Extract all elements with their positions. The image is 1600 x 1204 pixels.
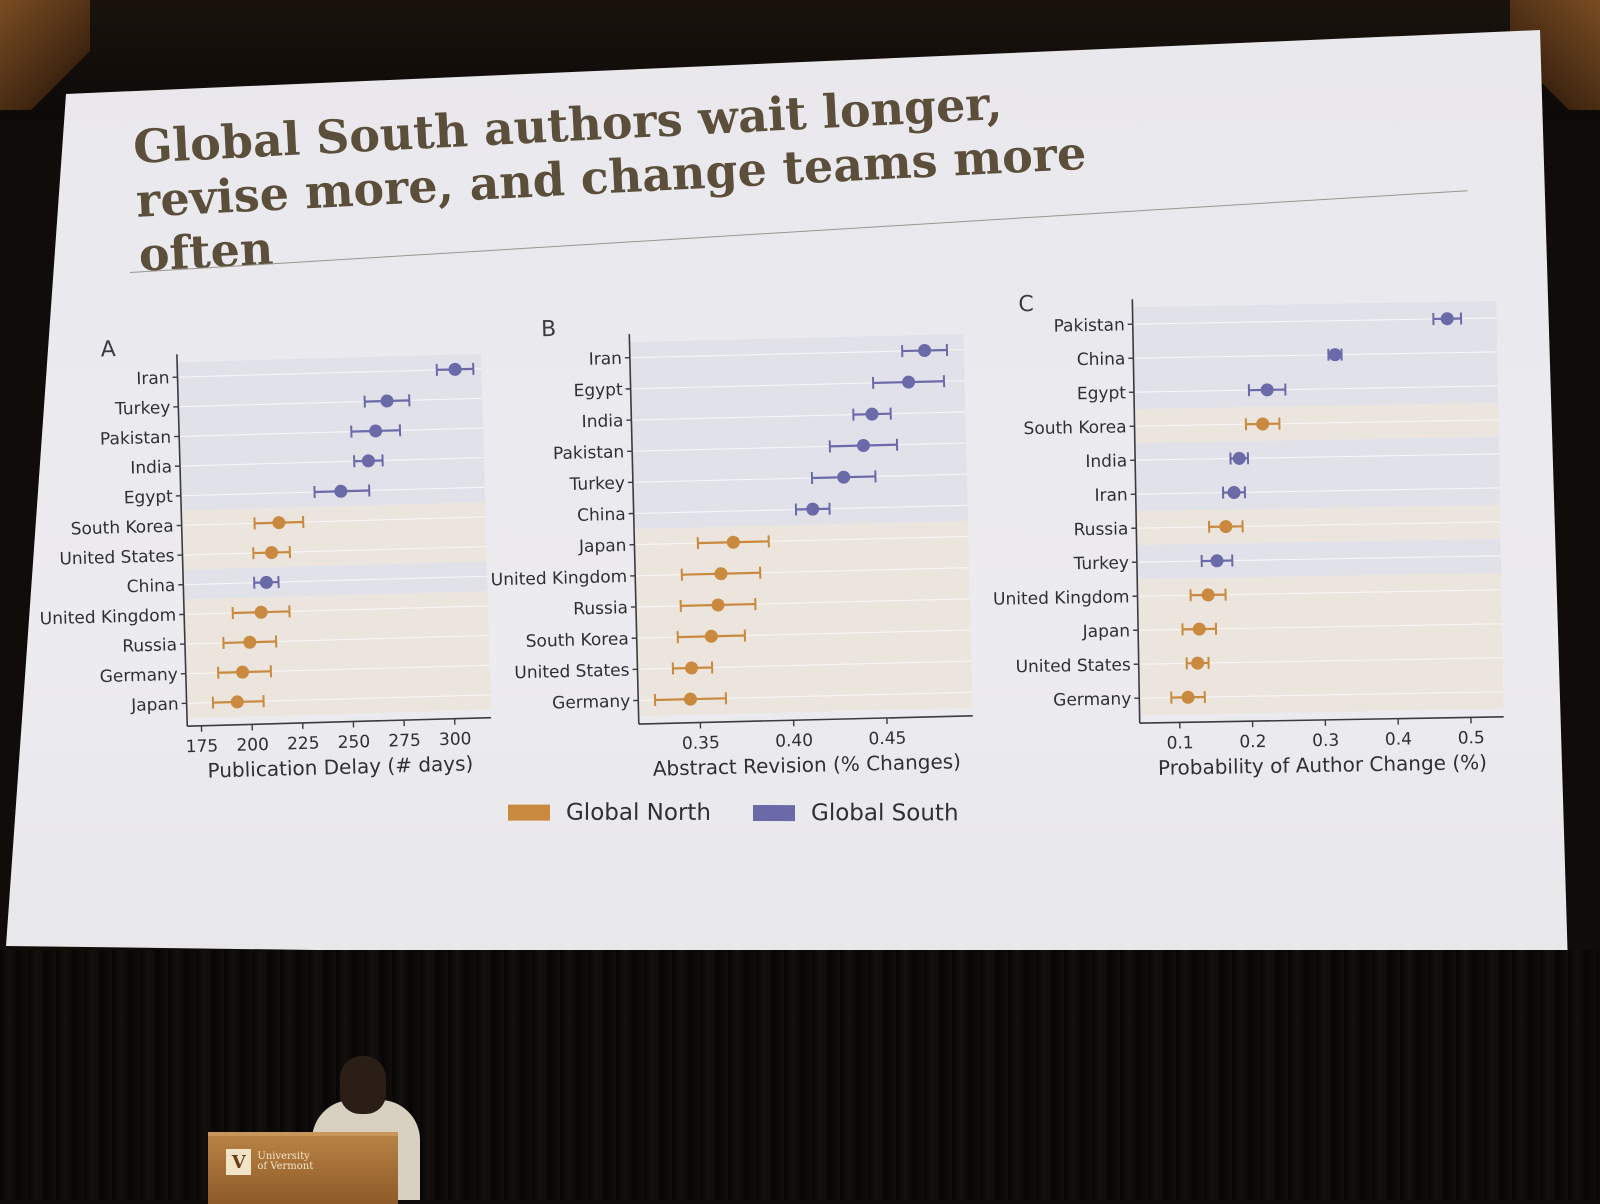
y-tick-label: China bbox=[577, 505, 626, 526]
x-tick-label: 275 bbox=[388, 731, 421, 752]
y-tick-label: Germany bbox=[552, 692, 631, 714]
y-tick-label: Japan bbox=[130, 695, 179, 716]
y-tick-label: China bbox=[1077, 349, 1126, 370]
y-tick-label: Russia bbox=[1073, 519, 1128, 540]
y-tick-label: Japan bbox=[1082, 621, 1131, 642]
y-tick-label: Turkey bbox=[568, 474, 625, 495]
x-tick-label: 0.3 bbox=[1312, 731, 1339, 751]
university-logo-mark: V bbox=[226, 1149, 251, 1175]
x-tick-label: 0.1 bbox=[1166, 733, 1193, 753]
panel-label: B bbox=[541, 317, 557, 342]
y-tick-label: Turkey bbox=[114, 398, 171, 420]
x-axis-label: Probability of Author Change (%) bbox=[1158, 750, 1487, 780]
y-tick-label: Egypt bbox=[573, 380, 623, 401]
y-tick-label: United Kingdom bbox=[993, 587, 1130, 609]
podium-logo: V University of Vermont bbox=[226, 1146, 316, 1178]
y-tick-label: India bbox=[130, 457, 172, 478]
x-axis-line bbox=[639, 716, 973, 724]
university-logo-text: University of Vermont bbox=[257, 1152, 316, 1172]
y-tick-label: Pakistan bbox=[100, 428, 172, 450]
y-tick-label: Russia bbox=[573, 598, 628, 619]
legend-label-global-south: Global South bbox=[811, 800, 959, 826]
y-tick-label: Germany bbox=[1053, 689, 1131, 710]
y-tick-label: United States bbox=[1015, 655, 1131, 677]
x-tick-label: 200 bbox=[236, 735, 269, 756]
chart-panel-a: Iran Turkey Pakistan India Egypt South Korea U… bbox=[32, 327, 493, 787]
legend: Global North Global South bbox=[508, 796, 1001, 831]
y-tick-label: Pakistan bbox=[553, 442, 625, 464]
x-tick-label: 0.35 bbox=[682, 733, 720, 754]
y-tick-label: South Korea bbox=[1023, 417, 1126, 439]
y-tick-label: Egypt bbox=[124, 487, 174, 508]
y-tick-label: United States bbox=[514, 660, 630, 683]
ceiling-wood-beam-left bbox=[0, 0, 90, 110]
legend-item-global-south: Global South bbox=[753, 800, 959, 826]
x-tick-label: 0.4 bbox=[1385, 729, 1412, 749]
y-tick-label: India bbox=[1085, 451, 1127, 472]
y-tick-label: Iran bbox=[1094, 485, 1128, 506]
y-tick-label: Pakistan bbox=[1053, 315, 1125, 336]
y-tick-label: Japan bbox=[578, 536, 627, 557]
y-tick-label: India bbox=[581, 411, 623, 432]
y-tick-label: United Kingdom bbox=[491, 567, 628, 590]
y-tick-label: China bbox=[127, 576, 176, 597]
y-tick-label: Turkey bbox=[1072, 553, 1129, 574]
y-tick-label: Germany bbox=[99, 665, 178, 687]
y-tick-label: South Korea bbox=[70, 517, 174, 540]
x-axis-line bbox=[187, 718, 491, 726]
chart-panel-b: Iran Egypt India Pakistan Turkey China Japan Un… bbox=[484, 307, 974, 785]
x-tick-label: 0.45 bbox=[868, 728, 906, 749]
y-tick-label: South Korea bbox=[526, 629, 629, 652]
legend-item-global-north: Global North bbox=[508, 800, 711, 826]
podium: V University of Vermont bbox=[208, 1132, 398, 1204]
y-tick-label: United States bbox=[59, 546, 175, 569]
chart-panel-c: Pakistan China Egypt South Korea India Iran Ru… bbox=[988, 284, 1505, 783]
x-tick-label: 0.40 bbox=[775, 731, 813, 752]
x-tick-label: 225 bbox=[287, 733, 320, 754]
x-axis-label: Publication Delay (# days) bbox=[207, 751, 473, 782]
legend-label-global-north: Global North bbox=[566, 800, 711, 826]
legend-swatch-global-south bbox=[753, 805, 795, 821]
presenter-head bbox=[340, 1056, 386, 1114]
y-tick-label: Egypt bbox=[1077, 383, 1127, 404]
x-tick-label: 250 bbox=[337, 732, 370, 753]
panel-label: A bbox=[100, 337, 116, 362]
x-tick-label: 0.2 bbox=[1239, 732, 1266, 752]
y-tick-label: Iran bbox=[136, 368, 170, 389]
panel-label: C bbox=[1018, 292, 1034, 317]
y-tick-label: United Kingdom bbox=[39, 606, 176, 630]
x-tick-label: 0.5 bbox=[1458, 728, 1485, 748]
x-tick-label: 300 bbox=[439, 729, 472, 750]
legend-swatch-global-north bbox=[508, 805, 550, 821]
x-tick-label: 175 bbox=[186, 736, 219, 757]
x-axis-label: Abstract Revision (% Changes) bbox=[653, 749, 962, 781]
x-axis-line bbox=[1140, 717, 1504, 723]
y-tick-label: Iran bbox=[588, 349, 622, 370]
y-tick-label: Russia bbox=[122, 635, 177, 657]
